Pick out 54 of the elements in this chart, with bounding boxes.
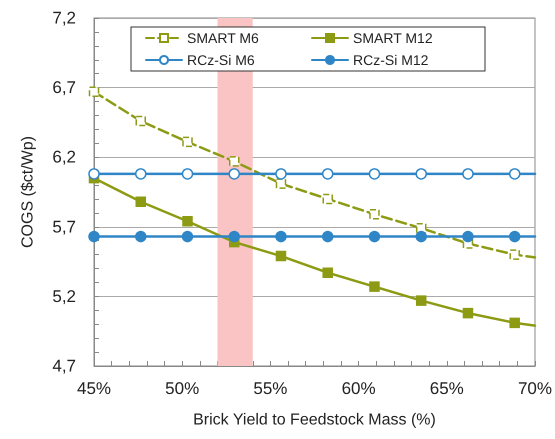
point: [369, 209, 380, 220]
y-axis-title: COGS ($ct/Wp): [20, 136, 36, 248]
point: [322, 230, 334, 242]
x-tick-label: 55%: [253, 379, 288, 398]
point: [275, 230, 287, 242]
point: [228, 168, 240, 180]
point: [88, 86, 100, 98]
y-tick-label: 5,7: [52, 217, 76, 236]
point: [182, 168, 194, 180]
point: [508, 168, 520, 180]
point: [135, 116, 146, 126]
x-tick-label: 45%: [76, 379, 112, 398]
legend-label: RCz-Si M12: [353, 52, 429, 68]
point: [88, 168, 100, 180]
point: [88, 230, 100, 242]
point: [322, 267, 333, 278]
point: [182, 136, 193, 148]
point: [228, 156, 240, 167]
point: [462, 308, 474, 318]
x-tick-label: 65%: [430, 379, 464, 398]
y-tick-label: 4,7: [52, 356, 76, 376]
point: [462, 230, 474, 242]
legend-label: SMART M12: [353, 30, 433, 46]
y-tick-label: 6,7: [52, 78, 76, 98]
point: [276, 250, 286, 262]
point: [369, 281, 380, 292]
point: [322, 168, 334, 180]
point: [135, 196, 146, 207]
y-tick-label: 5,2: [52, 286, 76, 306]
point: [509, 318, 520, 328]
x-tick-label: 70%: [518, 379, 552, 398]
legend-label: SMART M6: [187, 30, 260, 46]
point: [508, 230, 520, 242]
point: [415, 168, 427, 180]
point: [509, 249, 520, 260]
x-tick-label: 50%: [165, 379, 200, 398]
point: [275, 168, 287, 180]
y-tick-label: 6,2: [52, 148, 76, 167]
point: [182, 230, 194, 242]
x-axis-title: Brick Yield to Feedstock Mass (%): [193, 412, 436, 428]
point: [368, 168, 380, 180]
point: [135, 230, 146, 242]
point: [135, 168, 146, 180]
point: [276, 178, 286, 189]
point: [416, 295, 426, 306]
point: [462, 168, 474, 180]
legend-label: RCz-Si M6: [187, 52, 255, 68]
point: [368, 230, 380, 242]
point: [322, 194, 333, 204]
point: [182, 216, 193, 226]
x-tick-label: 60%: [342, 379, 376, 398]
point: [228, 230, 240, 242]
point: [415, 230, 427, 242]
y-tick-label: 7,2: [52, 8, 76, 28]
